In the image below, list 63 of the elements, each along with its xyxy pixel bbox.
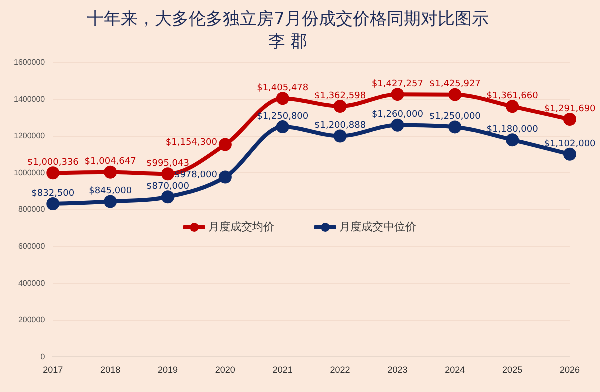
legend-label: 月度成交中位价: [340, 220, 416, 235]
point: [276, 120, 290, 134]
data-label: $1,361,660: [486, 92, 539, 102]
point: [564, 148, 576, 161]
data-label: $1,291,690: [544, 104, 596, 114]
x-tick-label: 2022: [330, 365, 350, 376]
point: [46, 198, 60, 211]
data-label: $1,250,000: [429, 112, 482, 122]
point: [391, 88, 404, 102]
data-label: $832,500: [32, 188, 75, 199]
y-tick-label: 200000: [18, 316, 46, 325]
point: [104, 166, 118, 179]
chart-title: 十年来，大多伦多独立房7月份成交价格同期对比图示: [87, 10, 489, 30]
data-label: $1,000,336: [27, 158, 80, 168]
point: [276, 92, 290, 106]
point: [506, 134, 520, 147]
point: [391, 118, 404, 132]
y-tick-label: 1200000: [14, 132, 46, 141]
x-tick-label: 2023: [388, 365, 408, 376]
data-label: $995,043: [146, 158, 190, 169]
y-tick-label: 1400000: [14, 94, 46, 104]
data-label: $1,180,000: [486, 124, 539, 135]
x-tick-label: 2025: [502, 365, 523, 376]
point: [162, 190, 174, 204]
data-label: $1,425,927: [429, 80, 481, 90]
data-label: $978,000: [174, 170, 218, 181]
x-tick-label: 2021: [272, 365, 293, 376]
data-label: $1,102,000: [544, 139, 596, 150]
point: [564, 113, 576, 126]
data-label: $1,154,300: [166, 138, 218, 148]
point: [334, 130, 347, 143]
legend-label: 月度成交均价: [208, 220, 274, 235]
point: [448, 88, 462, 102]
y-tick-label: 1600000: [14, 58, 46, 68]
point: [218, 170, 232, 184]
data-label: $870,000: [146, 182, 190, 192]
x-tick-label: 2026: [560, 365, 580, 376]
data-label: $1,260,000: [372, 110, 424, 120]
x-tick-label: 2024: [445, 365, 466, 376]
data-label: $1,427,257: [372, 79, 424, 90]
y-tick-label: 800000: [18, 205, 46, 214]
x-tick-label: 2018: [100, 365, 121, 376]
point: [104, 195, 118, 208]
data-label: $1,405,478: [257, 83, 309, 94]
data-label: $1,250,800: [257, 112, 309, 122]
y-tick-label: 0: [40, 352, 46, 362]
point: [334, 100, 347, 113]
chart-subtitle: 李 郡: [268, 32, 308, 52]
x-tick-label: 2017: [43, 365, 64, 376]
point: [46, 166, 60, 180]
y-tick-label: 400000: [18, 278, 46, 288]
data-label: $845,000: [89, 186, 132, 197]
x-tick-label: 2020: [215, 365, 236, 376]
y-tick-label: 1000000: [14, 168, 46, 178]
point: [506, 100, 520, 114]
x-tick-label: 2019: [158, 365, 178, 376]
y-tick-label: 600000: [18, 242, 46, 252]
data-label: $1,200,888: [314, 121, 366, 132]
data-label: $1,362,598: [314, 91, 366, 102]
data-label: $1,004,647: [84, 157, 136, 168]
point: [218, 138, 232, 152]
point: [448, 120, 462, 134]
point: [162, 168, 174, 181]
